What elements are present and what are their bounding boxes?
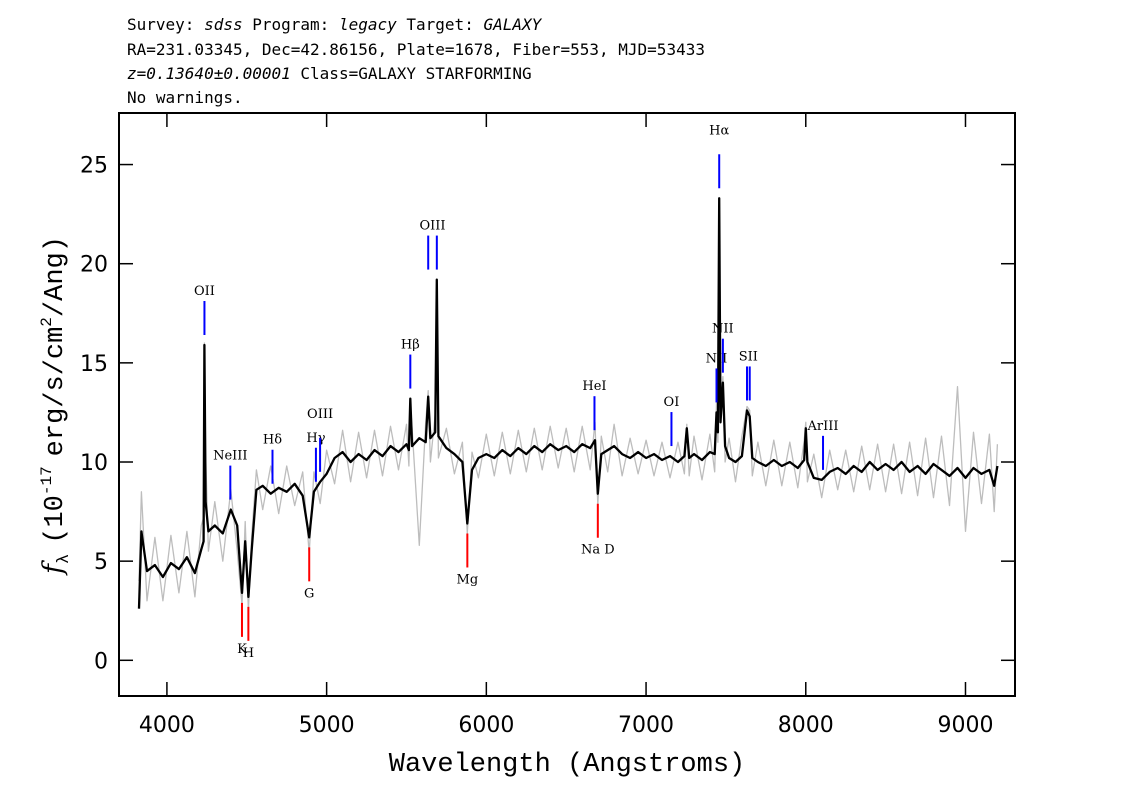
y-axis-label: fλ(10-17erg/s/cm2/Ang) [38,236,74,576]
spectrum-line [137,197,999,609]
y-tick-label: 15 [80,352,108,377]
line-label: G [304,586,314,601]
x-tick-label: 9000 [937,713,993,738]
header-text: sdss [204,15,243,34]
line-label: NII [706,351,728,366]
line-label: OI [664,395,680,410]
header-text: No warnings. [127,88,243,107]
y-label-part: (10 [41,495,71,544]
y-label-part: erg/s/cm [41,327,71,457]
x-tick-label: 8000 [778,713,834,738]
x-axis-label: Wavelength (Angstroms) [389,750,745,780]
y-tick-label: 0 [94,649,108,674]
header-text: legacy [339,15,397,34]
y-tick-label: 20 [80,253,108,278]
line-label: Mg [457,572,479,587]
line-label: OIII [419,219,445,234]
y-label-part: -17 [38,466,56,495]
header-text: RA=231.03345, Dec=42.86156, Plate=1678, … [127,40,705,59]
header-text: GALAXY [483,15,542,34]
plot-frame [118,112,1016,697]
line-label: Hγ [306,431,325,446]
header-line: z=0.13640±0.00001 Class=GALAXY STARFORMI… [127,64,532,83]
y-tick-label: 5 [94,550,108,575]
header: Survey: sdss Program: legacy Target: GAL… [127,15,705,107]
line-label: OIII [307,407,333,422]
header-text: z=0.13640±0.00001 [127,64,291,83]
y-tick-label: 25 [80,154,108,179]
line-label: Hβ [401,338,420,353]
header-text: Class=GALAXY STARFORMING [300,64,531,83]
header-line: No warnings. [127,88,243,107]
line-label: ArIII [807,419,839,434]
line-label: NeIII [213,449,247,464]
header-text: Program: [252,15,329,34]
header-text: Target: [406,15,473,34]
y-label-part: 2 [38,317,56,327]
header-text: Survey: [127,15,194,34]
line-label: SII [739,349,758,364]
line-label: NII [712,322,734,337]
x-tick-label: 5000 [299,713,355,738]
line-label: H [243,646,254,661]
line-label: HeI [582,379,606,394]
x-tick-label: 7000 [618,713,674,738]
line-label: OII [194,284,215,299]
y-label-part: λ [55,554,74,564]
y-tick-label: 10 [80,451,108,476]
x-tick-label: 6000 [458,713,514,738]
line-label: Hδ [263,433,282,448]
y-label-part: /Ang) [41,236,71,317]
x-tick-label: 4000 [139,713,195,738]
line-label: K [237,642,247,657]
spectrum-line [138,199,999,612]
line-label: Na D [581,543,615,558]
line-label: Hα [709,123,729,138]
header-line: Survey: sdss Program: legacy Target: GAL… [127,15,543,34]
header-line: RA=231.03345, Dec=42.86156, Plate=1678, … [127,40,705,59]
